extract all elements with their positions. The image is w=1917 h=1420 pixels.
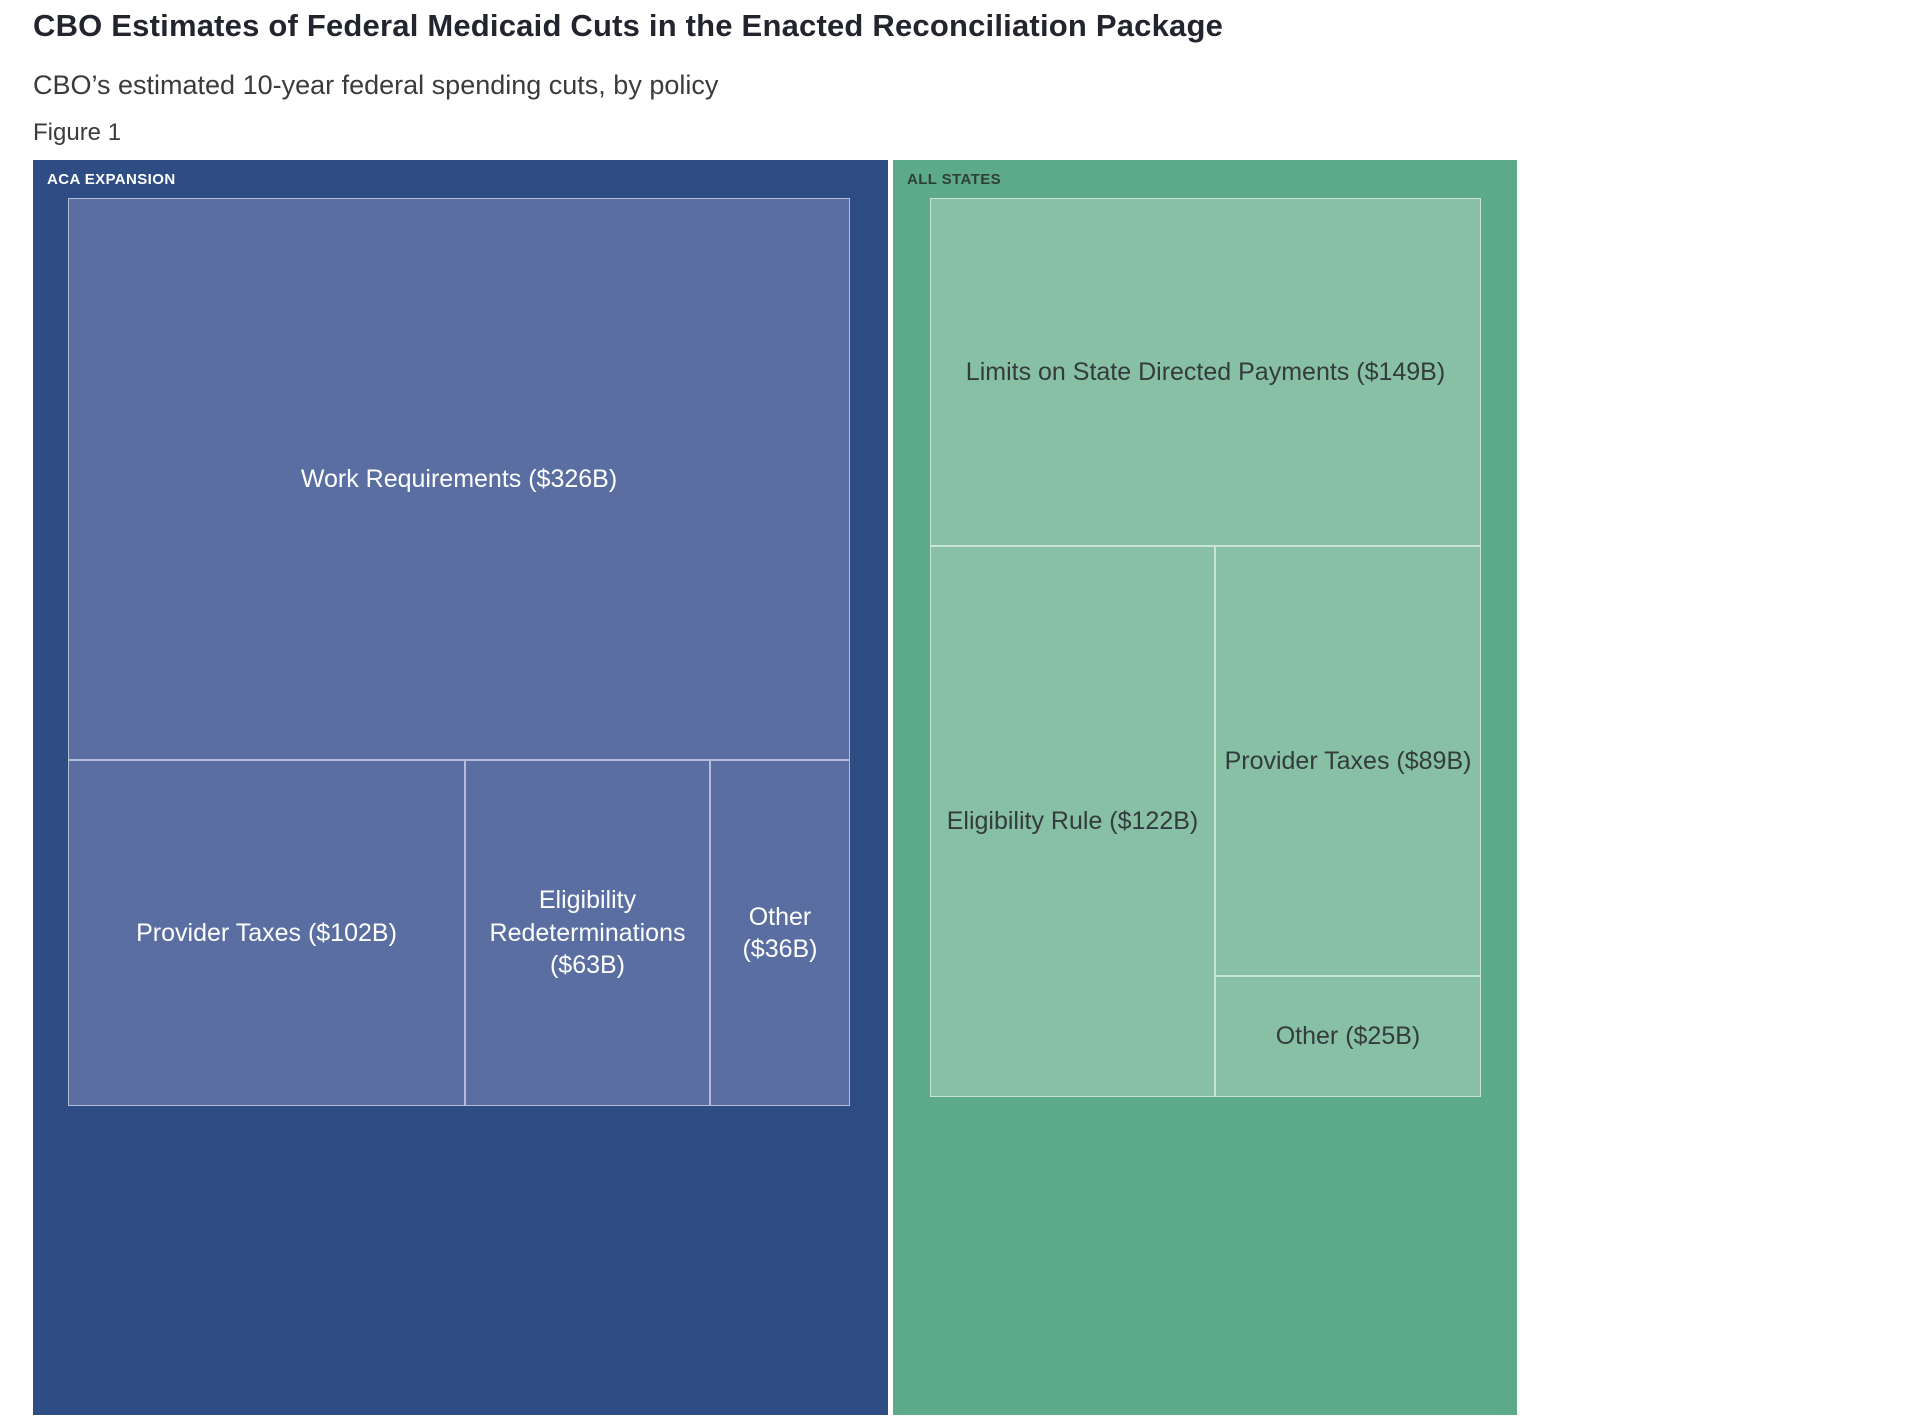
treemap-tile-eligibility-rule: Eligibility Rule ($122B) <box>930 546 1215 1097</box>
treemap-tile-other-all-states: Other ($25B) <box>1215 976 1481 1097</box>
chart-header: CBO Estimates of Federal Medicaid Cuts i… <box>33 0 1633 147</box>
tile-label: Work Requirements ($326B) <box>300 464 618 493</box>
treemap-tile-work-requirements: Work Requirements ($326B) <box>68 198 850 760</box>
treemap-tile-provider-taxes-aca: Provider Taxes ($102B) <box>68 760 465 1106</box>
tile-label: Other ($25B) <box>1275 1022 1421 1051</box>
group-label-aca-expansion: ACA EXPANSION <box>47 171 176 188</box>
treemap-tile-provider-taxes-all-states: Provider Taxes ($89B) <box>1215 546 1481 976</box>
tile-label: Provider Taxes ($102B) <box>136 918 397 947</box>
tile-label: Provider Taxes ($89B) <box>1224 746 1472 775</box>
treemap-group-aca-expansion: ACA EXPANSION Work Requirements ($326B) … <box>33 160 888 1415</box>
tile-label: Eligibility Redeterminations ($63B) <box>489 886 686 980</box>
treemap-group-all-states: ALL STATES Limits on State Directed Paym… <box>893 160 1517 1415</box>
tile-label: Eligibility Rule ($122B) <box>946 807 1199 836</box>
tile-label: Other ($36B) <box>742 902 818 964</box>
treemap-tile-eligibility-redeterminations: Eligibility Redeterminations ($63B) <box>465 760 710 1106</box>
chart-subtitle: CBO’s estimated 10-year federal spending… <box>33 70 719 100</box>
treemap-tile-other-aca: Other ($36B) <box>710 760 850 1106</box>
treemap-chart: ACA EXPANSION Work Requirements ($326B) … <box>33 160 1517 1415</box>
chart-title: CBO Estimates of Federal Medicaid Cuts i… <box>33 8 1224 43</box>
figure-label: Figure 1 <box>33 119 122 146</box>
tile-label: Limits on State Directed Payments ($149B… <box>965 357 1446 386</box>
treemap-tile-limits-state-directed-payments: Limits on State Directed Payments ($149B… <box>930 198 1481 546</box>
group-label-all-states: ALL STATES <box>907 171 1001 188</box>
